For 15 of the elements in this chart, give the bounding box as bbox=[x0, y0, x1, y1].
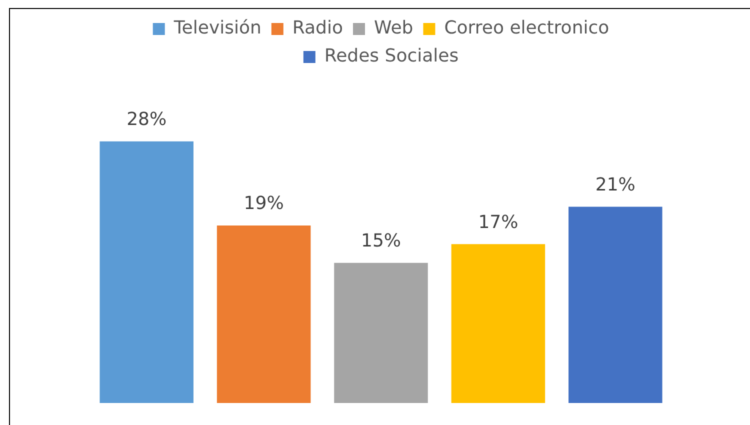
legend-label: Web bbox=[374, 18, 414, 39]
data-label: 21% bbox=[595, 174, 636, 196]
bar bbox=[568, 206, 662, 403]
bar bbox=[451, 244, 546, 403]
bar bbox=[100, 141, 194, 403]
data-label: 17% bbox=[478, 212, 518, 233]
data-label: 15% bbox=[360, 230, 402, 252]
legend-label: Radio bbox=[292, 18, 343, 39]
bar bbox=[334, 262, 428, 403]
legend-label: Redes Sociales bbox=[324, 46, 459, 67]
data-label: 28% bbox=[126, 109, 167, 130]
bar bbox=[216, 225, 311, 403]
legend-label: Televisión bbox=[172, 18, 262, 39]
legend-label: Correo electronico bbox=[444, 18, 610, 39]
data-label: 19% bbox=[244, 193, 284, 214]
